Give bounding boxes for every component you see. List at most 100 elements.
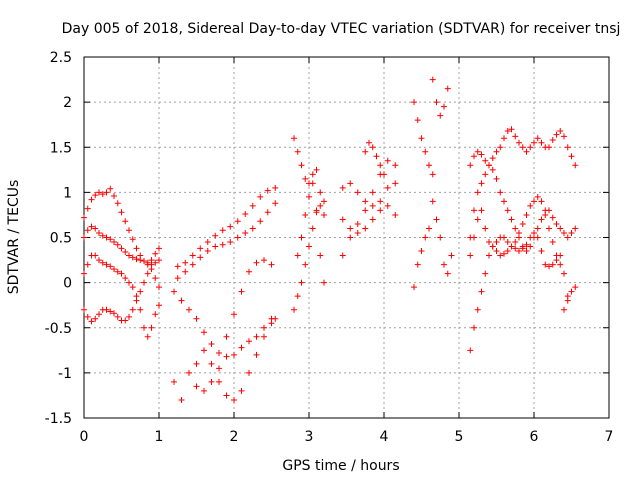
chart-title: Day 005 of 2018, Sidereal Day-to-day VTE… bbox=[62, 21, 621, 37]
data-point bbox=[122, 317, 129, 324]
data-point bbox=[309, 171, 316, 178]
data-point bbox=[501, 198, 507, 205]
data-point bbox=[129, 284, 136, 291]
data-point bbox=[302, 211, 309, 218]
data-point bbox=[482, 270, 489, 277]
x-tick-label: 6 bbox=[530, 429, 539, 445]
data-point bbox=[373, 153, 380, 160]
data-point bbox=[178, 396, 185, 403]
data-point bbox=[174, 263, 181, 270]
data-point bbox=[103, 234, 110, 241]
data-point bbox=[92, 315, 99, 322]
data-point bbox=[369, 189, 376, 196]
data-point bbox=[531, 139, 537, 146]
data-point bbox=[564, 144, 571, 151]
data-point bbox=[137, 257, 144, 264]
data-point bbox=[208, 360, 215, 367]
data-point bbox=[152, 259, 159, 266]
data-point bbox=[298, 279, 305, 286]
data-point bbox=[313, 166, 320, 173]
data-point bbox=[253, 333, 260, 340]
data-point bbox=[433, 216, 440, 223]
data-point bbox=[339, 184, 346, 191]
data-point bbox=[504, 248, 511, 255]
y-tick-label: 1 bbox=[63, 185, 72, 201]
data-point bbox=[538, 216, 545, 223]
data-point bbox=[321, 279, 327, 286]
data-point bbox=[549, 137, 556, 144]
data-point bbox=[253, 351, 260, 358]
data-point bbox=[107, 263, 114, 270]
data-point bbox=[298, 234, 305, 241]
data-point bbox=[441, 261, 447, 268]
data-point bbox=[534, 135, 541, 142]
data-point bbox=[81, 270, 87, 277]
data-point bbox=[354, 189, 361, 196]
data-point bbox=[156, 245, 162, 252]
y-tick-label: 2.5 bbox=[50, 50, 72, 66]
y-tick-label: 0.5 bbox=[50, 231, 72, 247]
series-track-q bbox=[411, 99, 436, 178]
data-point bbox=[486, 162, 492, 169]
data-point bbox=[313, 207, 320, 214]
data-point bbox=[182, 259, 189, 266]
data-point bbox=[561, 229, 567, 236]
data-point bbox=[557, 225, 564, 232]
data-point bbox=[527, 202, 534, 209]
data-point bbox=[84, 205, 91, 212]
data-point bbox=[118, 245, 125, 252]
data-point bbox=[231, 311, 237, 318]
series-track-i bbox=[193, 257, 275, 394]
series-track-e bbox=[174, 184, 279, 270]
data-point bbox=[144, 259, 151, 266]
data-point bbox=[508, 243, 515, 250]
data-point bbox=[111, 192, 117, 199]
data-point bbox=[392, 180, 399, 187]
data-point bbox=[223, 333, 230, 340]
data-point bbox=[426, 162, 432, 169]
data-point bbox=[144, 270, 151, 277]
data-point bbox=[103, 189, 110, 196]
data-point bbox=[249, 202, 256, 209]
data-point bbox=[193, 383, 200, 390]
y-tick-label: -1.5 bbox=[45, 411, 72, 427]
data-point bbox=[534, 193, 541, 200]
data-point bbox=[227, 223, 234, 230]
data-point bbox=[523, 241, 530, 248]
data-point bbox=[133, 245, 140, 252]
data-point bbox=[422, 148, 429, 155]
data-point bbox=[137, 306, 144, 313]
data-point bbox=[261, 324, 267, 331]
data-point bbox=[516, 139, 522, 146]
data-point bbox=[223, 353, 230, 360]
axis-ticks: 0 1 2 3 4 5 6 7 2.5 2 1.5 1 0.5 0 -0.5 -1 -1.5 bbox=[45, 50, 614, 445]
data-point bbox=[257, 218, 264, 225]
data-point bbox=[482, 225, 489, 232]
data-point bbox=[114, 200, 121, 207]
data-point bbox=[497, 144, 504, 151]
data-point bbox=[519, 220, 526, 227]
data-point bbox=[489, 155, 496, 162]
data-point bbox=[414, 261, 421, 268]
data-point bbox=[212, 232, 219, 239]
data-point bbox=[538, 139, 545, 146]
data-point bbox=[133, 256, 140, 263]
data-point bbox=[534, 234, 541, 241]
data-point bbox=[96, 311, 102, 318]
data-point bbox=[534, 225, 541, 232]
data-point bbox=[268, 261, 275, 268]
data-point bbox=[504, 207, 511, 214]
y-tick-label: -0.5 bbox=[45, 321, 72, 337]
data-point bbox=[107, 308, 114, 315]
data-point bbox=[557, 261, 564, 268]
data-point bbox=[268, 320, 275, 327]
data-point bbox=[223, 392, 230, 399]
data-point bbox=[354, 220, 361, 227]
data-point bbox=[126, 227, 132, 234]
series-track-f bbox=[174, 200, 279, 282]
data-point bbox=[471, 207, 477, 214]
data-point bbox=[201, 347, 207, 354]
data-point bbox=[523, 248, 530, 255]
data-point bbox=[242, 211, 249, 218]
data-point bbox=[523, 148, 530, 155]
